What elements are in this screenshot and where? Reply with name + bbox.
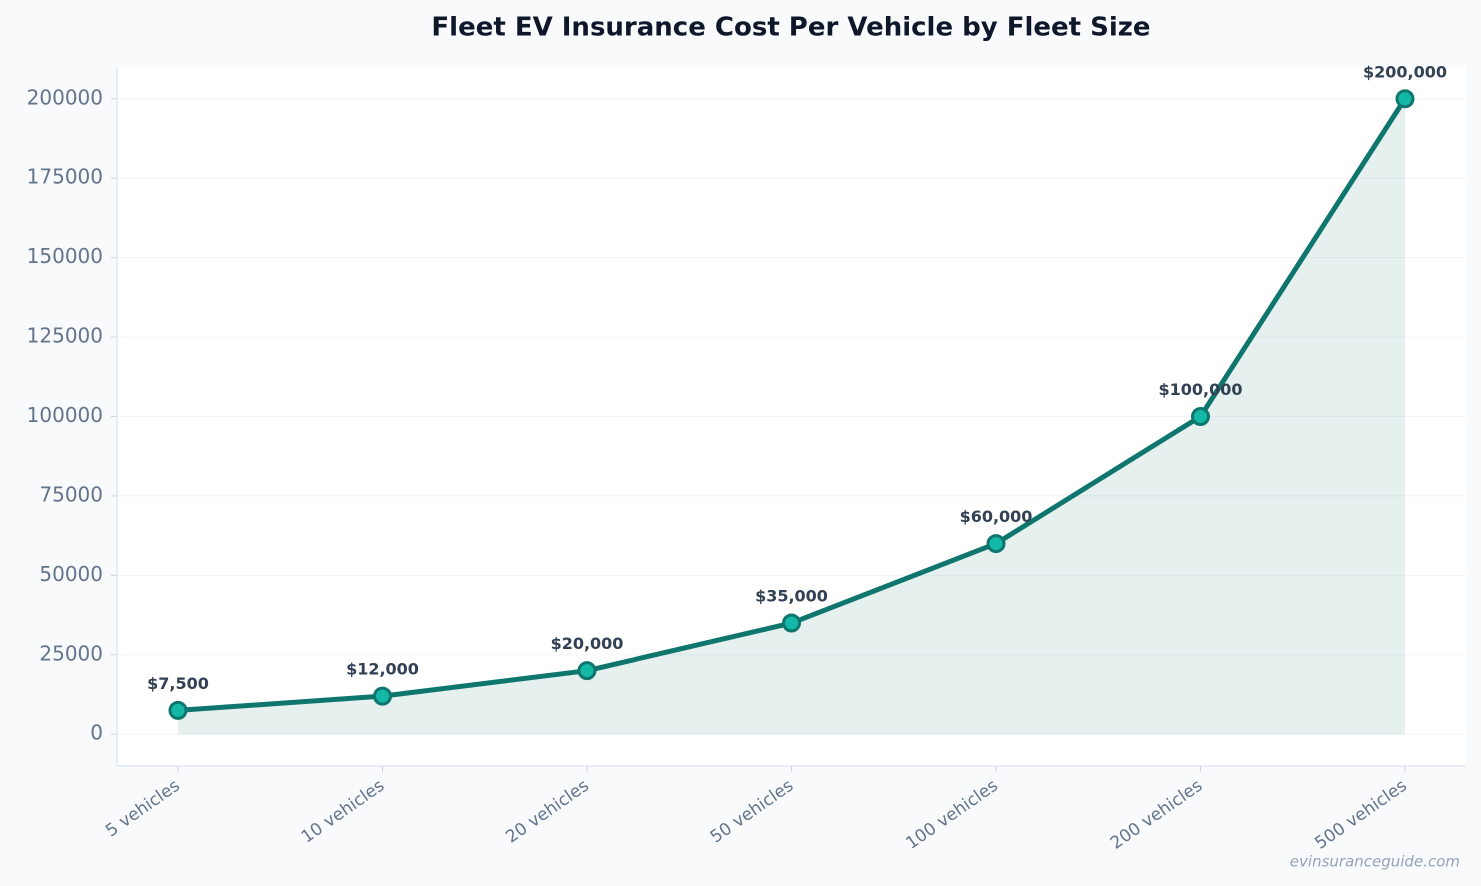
y-tick-label: 75000: [39, 482, 103, 506]
x-tick-label: 500 vehicles: [1311, 776, 1410, 854]
marker: [577, 661, 597, 681]
y-tick-label: 150000: [27, 244, 103, 268]
marker: [168, 700, 188, 720]
y-tick-label: 200000: [27, 85, 103, 109]
data-label: $12,000: [346, 660, 419, 679]
x-tick-label: 200 vehicles: [1107, 776, 1206, 854]
x-tick-label: 50 vehicles: [707, 776, 798, 848]
y-tick-label: 100000: [27, 403, 103, 427]
x-tick-label: 10 vehicles: [298, 776, 389, 848]
data-label: $60,000: [960, 507, 1033, 526]
marker: [1395, 89, 1415, 109]
y-tick-label: 50000: [39, 562, 103, 586]
area-fill: [178, 98, 1405, 735]
y-tick-label: 125000: [27, 324, 103, 348]
y-tick-label: 175000: [27, 165, 103, 189]
marker: [986, 534, 1006, 554]
x-tick-label: 100 vehicles: [902, 776, 1001, 854]
x-tick-label: 20 vehicles: [502, 776, 593, 848]
data-label: $200,000: [1363, 62, 1447, 81]
chart-title: Fleet EV Insurance Cost Per Vehicle by F…: [431, 13, 1150, 43]
marker: [782, 613, 801, 633]
y-tick-label: 0: [90, 721, 103, 745]
marker: [1191, 407, 1210, 426]
x-tick-label: 5 vehicles: [102, 776, 184, 842]
data-label: $20,000: [551, 634, 624, 653]
y-tick-label: 25000: [39, 641, 103, 665]
data-label: $35,000: [755, 587, 828, 606]
marker: [373, 686, 392, 706]
watermark: evinsuranceguide.com: [1290, 853, 1460, 871]
data-label: $7,500: [147, 674, 209, 693]
data-label: $100,000: [1158, 380, 1242, 399]
